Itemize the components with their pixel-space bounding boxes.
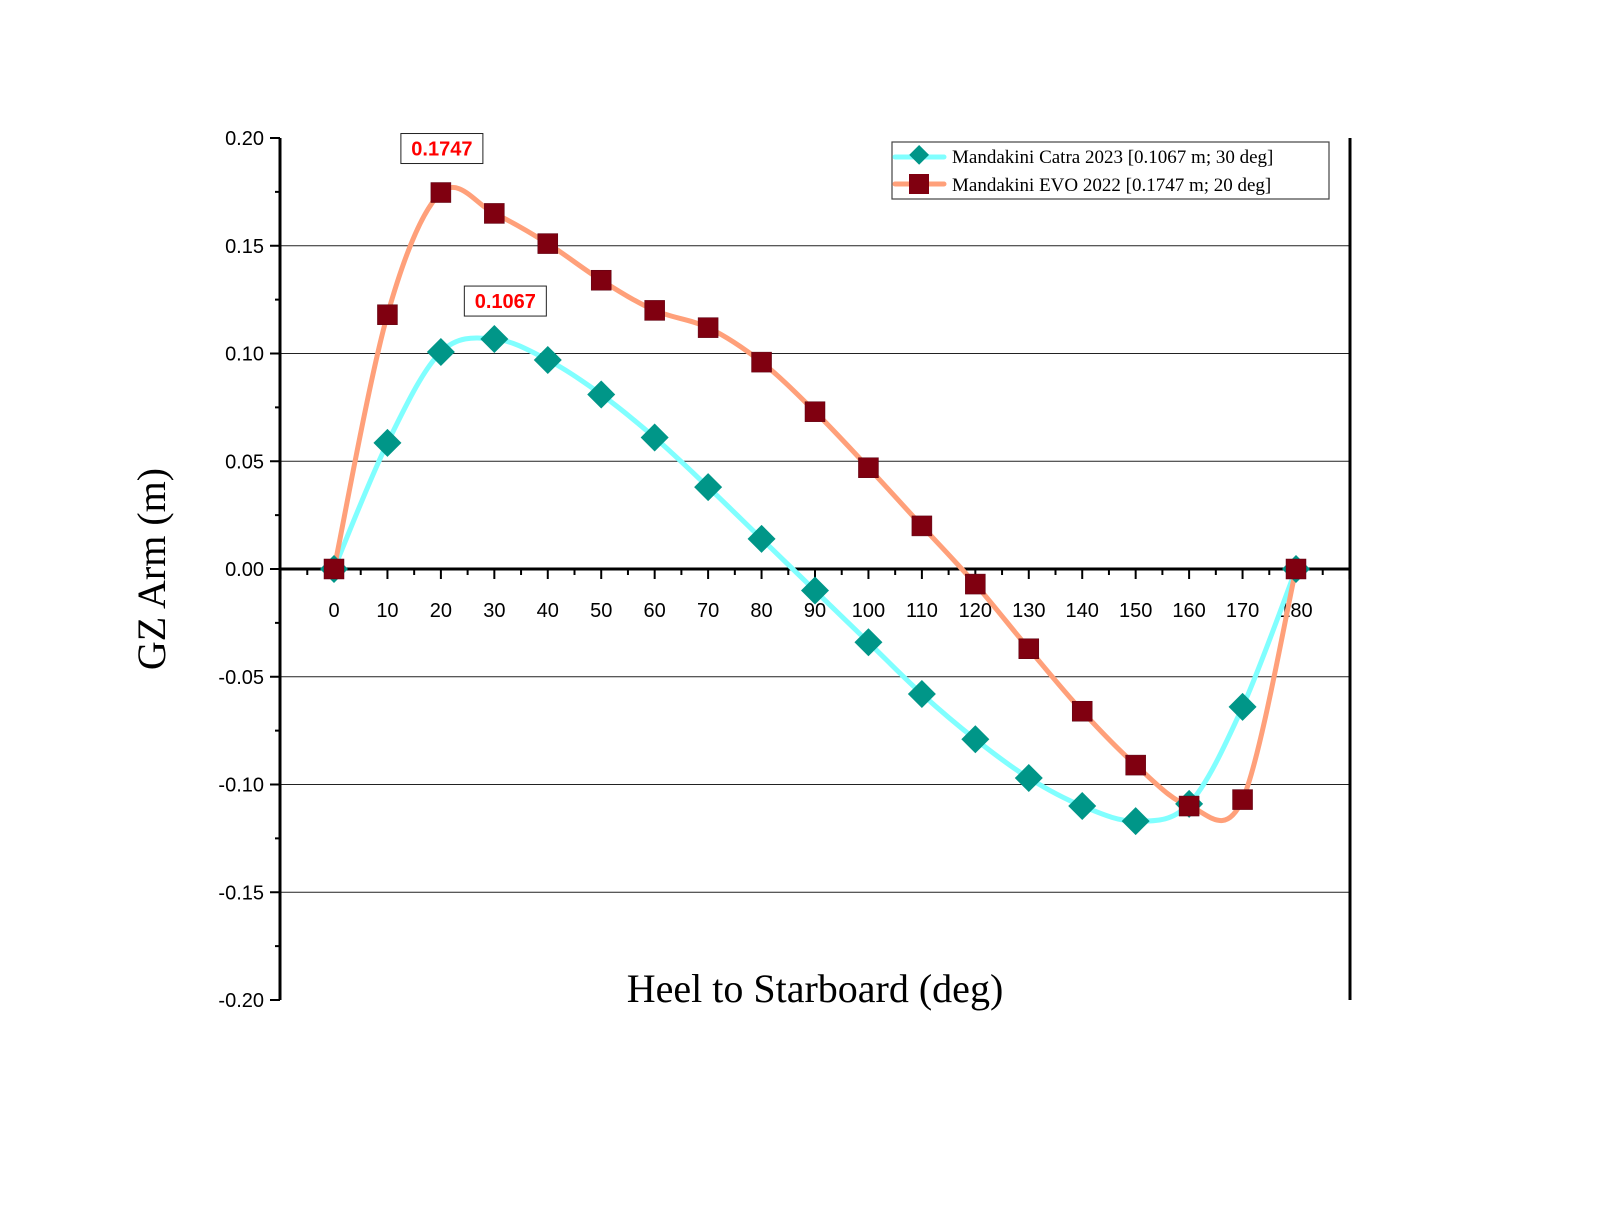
data-point-diamond: [961, 725, 990, 754]
data-point-diamond: [907, 679, 936, 708]
x-tick-label: 100: [852, 600, 885, 622]
y-tick-label: 0.20: [225, 128, 264, 150]
x-tick-label: 0: [328, 600, 339, 622]
annotation-box: [463, 285, 547, 317]
data-point-diamond: [426, 337, 455, 366]
data-point-diamond: [640, 423, 669, 452]
data-point-diamond: [533, 345, 562, 374]
x-tick-label: 130: [1012, 600, 1045, 622]
data-point-square: [1018, 638, 1040, 659]
legend: Mandakini Catra 2023 [0.1067 m; 30 deg] …: [891, 141, 1330, 200]
x-tick-label: 70: [697, 600, 719, 622]
data-point-diamond: [1121, 807, 1150, 836]
x-tick-label: 80: [750, 600, 772, 622]
data-point-square: [323, 558, 345, 580]
x-tick-label: 20: [430, 600, 452, 622]
x-tick-label: 50: [590, 600, 612, 622]
series-group: [320, 182, 1310, 836]
data-point-square: [377, 304, 398, 325]
series-line-1: [331, 184, 1299, 824]
data-point-square: [965, 573, 986, 595]
legend-marker-square: [909, 174, 929, 194]
data-point-diamond: [1068, 792, 1097, 821]
data-point-square: [697, 317, 719, 338]
y-tick-label: -0.20: [218, 990, 264, 1012]
data-point-square: [484, 203, 505, 224]
x-tick-label: 10: [376, 600, 398, 622]
data-point-square: [751, 351, 772, 373]
y-axis-label: GZ Arm (m): [129, 468, 174, 670]
data-point-square: [430, 182, 452, 203]
y-tick-label: -0.05: [218, 667, 264, 689]
x-tick-label: 140: [1066, 600, 1099, 622]
data-point-square: [1125, 754, 1146, 776]
annotation-box: [400, 133, 484, 165]
data-point-diamond: [373, 428, 402, 457]
data-point-diamond: [1014, 764, 1043, 793]
y-tick-labels: -0.20 -0.15 -0.10 -0.05 0.00 0.05 0.10 0.15 0.20: [218, 128, 264, 1012]
data-point-diamond: [1228, 692, 1257, 721]
legend-box: [891, 141, 1330, 200]
x-tick-labels: 0 10 20 30 40 50 60 70 80 90 100 110 120 130 140 150 160…: [328, 600, 1312, 622]
y-tick-label: 0.00: [225, 559, 264, 581]
x-tick-label: 40: [537, 600, 559, 622]
data-point-square: [644, 300, 665, 321]
x-tick-label: 120: [959, 600, 992, 622]
legend-item-evo: Mandakini EVO 2022 [0.1747 m; 20 deg]: [952, 175, 1271, 196]
grid-lines: [280, 245, 1350, 893]
y-tick-label: 0.15: [225, 236, 264, 258]
data-point-diamond: [694, 473, 723, 502]
data-point-square: [1232, 789, 1253, 810]
annotations: 0.1747 0.1067: [400, 133, 547, 317]
x-tick-label: 90: [804, 600, 826, 622]
y-tick-label: 0.05: [225, 451, 264, 473]
data-point-square: [1285, 558, 1307, 580]
data-point-diamond: [480, 325, 509, 354]
data-point-square: [858, 457, 879, 478]
x-tick-label: 110: [906, 600, 938, 622]
data-point-square: [804, 401, 826, 422]
y-tick-label: 0.10: [225, 344, 264, 366]
x-axis-label: Heel to Starboard (deg): [627, 966, 1004, 1011]
data-point-diamond: [801, 576, 829, 605]
annotation-label: 0.1747: [411, 139, 472, 161]
data-point-square: [1178, 795, 1200, 817]
annotation-label: 0.1067: [475, 291, 536, 313]
y-tick-label: -0.15: [218, 882, 264, 904]
x-tick-label: 60: [644, 600, 666, 622]
legend-marker-diamond: [909, 144, 930, 165]
data-point-diamond: [747, 524, 776, 553]
data-point-diamond: [854, 628, 883, 657]
legend-item-catra: Mandakini Catra 2023 [0.1067 m; 30 deg]: [952, 147, 1273, 168]
data-point-square: [1071, 700, 1093, 722]
data-point-diamond: [587, 380, 616, 409]
data-point-square: [590, 269, 612, 291]
data-point-square: [911, 515, 933, 537]
x-tick-label: 160: [1172, 600, 1205, 622]
x-tick-label: 30: [483, 600, 505, 622]
y-tick-label: -0.10: [218, 775, 264, 797]
x-tick-label: 150: [1119, 600, 1152, 622]
axes: [270, 137, 1352, 1001]
x-tick-label: 170: [1226, 600, 1259, 622]
data-point-square: [537, 233, 559, 254]
